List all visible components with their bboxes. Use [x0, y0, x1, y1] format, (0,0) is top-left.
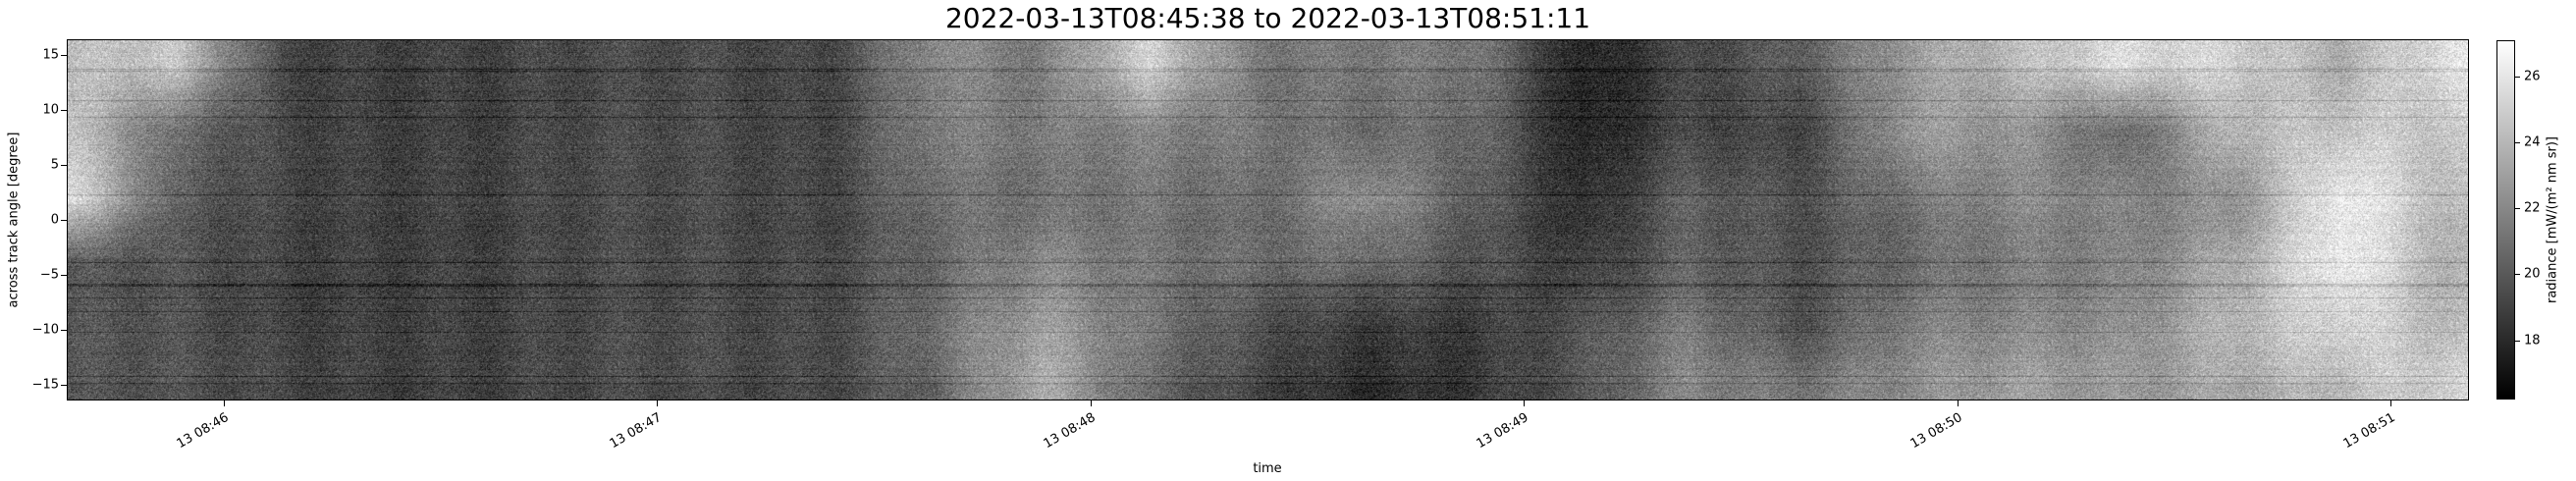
colorbar-label: radiance [mW/(m² nm sr)]	[2545, 135, 2560, 304]
chart-title: 2022-03-13T08:45:38 to 2022-03-13T08:51:…	[944, 2, 1591, 34]
y-tick-label: 5	[50, 157, 59, 173]
x-tick-label: 13 08:49	[1474, 410, 1531, 453]
y-tick	[61, 220, 67, 221]
y-tick	[61, 109, 67, 111]
y-tick	[61, 275, 67, 277]
y-tick	[61, 330, 67, 332]
colorbar-tick-label: 24	[2524, 134, 2541, 150]
x-tick	[2390, 401, 2392, 406]
colorbar-tick-label: 26	[2524, 69, 2541, 84]
colorbar-tick	[2515, 274, 2520, 276]
x-axis-label: time	[1253, 461, 1282, 476]
y-tick-label: −15	[31, 377, 59, 393]
x-tick-label: 13 08:50	[1907, 410, 1965, 453]
colorbar-tick-label: 22	[2524, 200, 2541, 216]
y-tick-label: 15	[42, 47, 59, 63]
y-tick-label: 0	[50, 212, 59, 228]
x-tick-label: 13 08:47	[608, 410, 665, 453]
y-tick	[61, 164, 67, 166]
colorbar-tick	[2515, 76, 2520, 78]
x-tick-label: 13 08:46	[174, 410, 232, 453]
y-tick	[61, 54, 67, 56]
x-tick	[1090, 401, 1092, 406]
colorbar-tick	[2515, 142, 2520, 144]
colorbar-tick	[2515, 340, 2520, 342]
radiance-heatmap	[68, 40, 2468, 400]
colorbar-tick-label: 20	[2524, 266, 2541, 282]
colorbar-tick-label: 18	[2524, 333, 2541, 348]
x-tick-label: 13 08:51	[2340, 410, 2398, 453]
x-tick-label: 13 08:48	[1041, 410, 1099, 453]
y-axis-label: across track angle [degree]	[6, 132, 22, 308]
colorbar	[2496, 40, 2515, 400]
y-tick-label: −10	[31, 322, 59, 338]
x-tick	[223, 401, 225, 406]
y-tick-label: −5	[39, 267, 59, 283]
x-tick	[1524, 401, 1526, 406]
y-tick-label: 10	[42, 102, 59, 118]
plot-area	[68, 40, 2468, 400]
colorbar-tick	[2515, 208, 2520, 210]
y-tick	[61, 385, 67, 387]
x-tick	[657, 401, 659, 406]
x-tick	[1957, 401, 1959, 406]
